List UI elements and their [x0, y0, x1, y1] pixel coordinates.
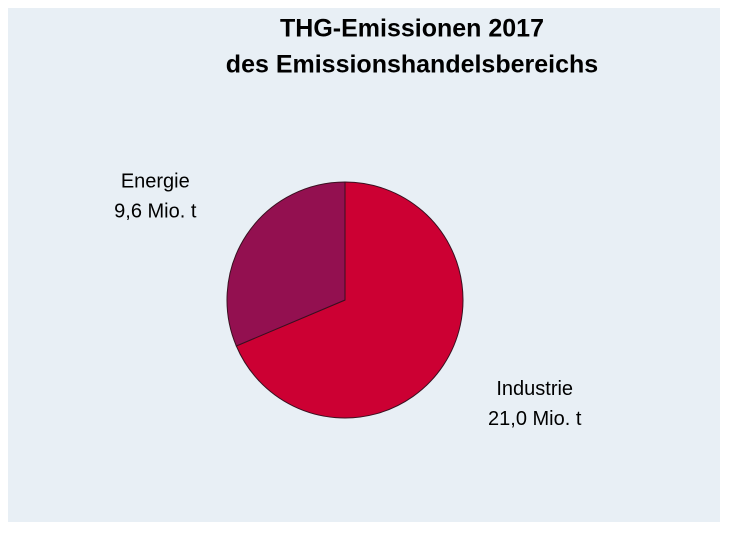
slice-value-label: 9,6 Mio. t	[114, 200, 197, 222]
slice-label: Industrie	[496, 378, 573, 400]
pie-slice	[235, 181, 464, 419]
chart-title: THG-Emissionen 2017	[280, 15, 544, 43]
slice-value-label: 21,0 Mio. t	[488, 408, 582, 430]
chart-title: des Emissionshandelsbereichs	[226, 51, 598, 79]
pie-slice	[226, 181, 346, 347]
slice-label: Energie	[121, 170, 190, 192]
